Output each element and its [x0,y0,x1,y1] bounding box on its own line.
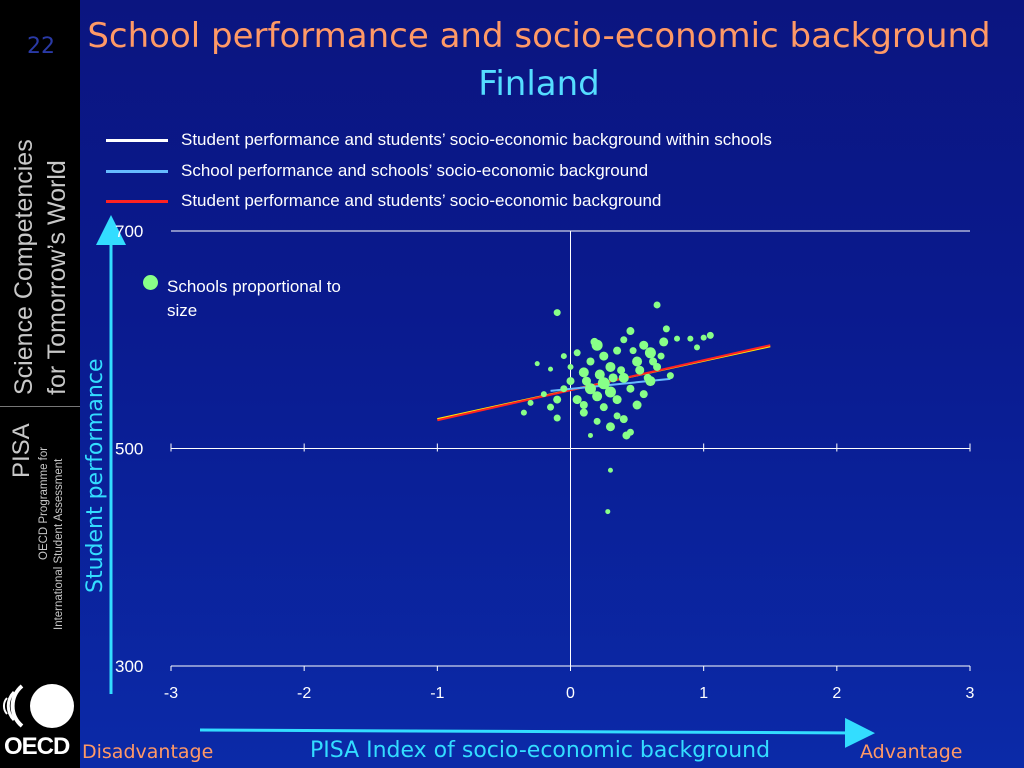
x-tick-label: 2 [832,685,841,702]
x-axis-left-label: Disadvantage [82,741,214,763]
school-point [553,414,561,422]
school-point [644,347,656,359]
school-point [567,363,574,370]
chart-subtitle: Finland [478,64,600,104]
x-tick-label: 1 [699,685,708,702]
school-point [613,346,622,355]
marker-legend-dot [143,275,158,290]
legend-label: School performance and schools’ socio-ec… [181,161,649,180]
school-point [553,395,562,404]
school-point [540,391,547,398]
legend-swatch-blue [106,170,168,173]
school-point [560,353,567,360]
school-point [632,400,642,410]
school-point [629,347,637,355]
legend-swatch-red [106,200,168,203]
sidebar-divider [0,406,80,407]
school-point [613,412,621,420]
y-tick-label: 500 [115,440,143,459]
school-point [586,357,595,366]
sidebar: 22 Science Competencies for Tomorrow’s W… [0,0,80,768]
school-point [653,301,661,309]
school-point [619,415,628,424]
school-point [666,372,674,380]
school-point [560,385,568,393]
x-tick-label: 0 [566,685,575,702]
school-point [599,351,609,361]
marker-legend-note: Schools proportional to size [167,277,341,320]
school-point [604,386,616,398]
school-point [662,325,670,333]
school-point [674,335,681,342]
school-point [590,337,599,346]
school-point [527,399,534,406]
school-point [579,408,588,417]
x-tick-label: -3 [164,685,178,702]
oecd-logo-icon [3,684,74,728]
school-point [626,384,635,393]
school-point [618,372,629,383]
school-point [553,309,561,317]
school-point [626,327,635,336]
school-point [584,383,596,395]
x-axis-right-label: Advantage [860,741,963,763]
school-point [573,349,581,357]
school-point [608,373,618,383]
school-point [605,361,616,372]
school-point [622,431,631,440]
school-point [572,395,582,405]
x-axis-label: PISA Index of socio-economic background [309,738,771,763]
school-point [706,331,714,339]
school-point [566,377,575,386]
school-point [617,366,626,375]
school-point [547,403,555,411]
school-point [594,369,605,380]
legend-label: Student performance and students’ socio-… [181,130,772,149]
school-point [649,357,658,366]
school-point [659,337,669,347]
slide-number: 22 [27,34,55,59]
school-point [694,344,701,351]
y-tick-label: 300 [115,657,143,676]
school-point [632,356,643,367]
school-point [593,417,601,425]
oecd-logo-text: OECD [4,733,70,760]
y-tick-label: 700 [115,222,143,241]
x-tick-label: -1 [430,685,444,702]
school-point [635,365,645,375]
school-point [605,509,611,515]
school-point [597,377,610,390]
school-point [687,335,694,342]
school-point [520,409,527,416]
y-axis-label: Student performance [83,358,108,594]
school-point [587,432,593,438]
school-point [639,340,649,350]
legend-swatch-white [106,139,168,142]
school-point [581,376,591,386]
school-point [579,401,588,409]
school-point [599,403,608,412]
legend-label: Student performance and students’ socio-… [181,191,662,210]
school-point [578,367,589,378]
school-point [620,336,628,344]
x-tick-label: -2 [297,685,311,702]
school-point [700,334,707,341]
school-point [605,422,615,432]
x-tick-label: 3 [966,685,975,702]
school-point [639,390,648,399]
school-point [612,395,622,405]
school-point [607,467,613,473]
school-point [643,373,652,382]
school-point [657,352,665,360]
chart-title: School performance and socio-economic ba… [87,16,991,56]
x-axis-arrow [199,717,875,748]
school-point [534,361,540,367]
school-point [592,391,603,402]
school-point [548,366,554,372]
